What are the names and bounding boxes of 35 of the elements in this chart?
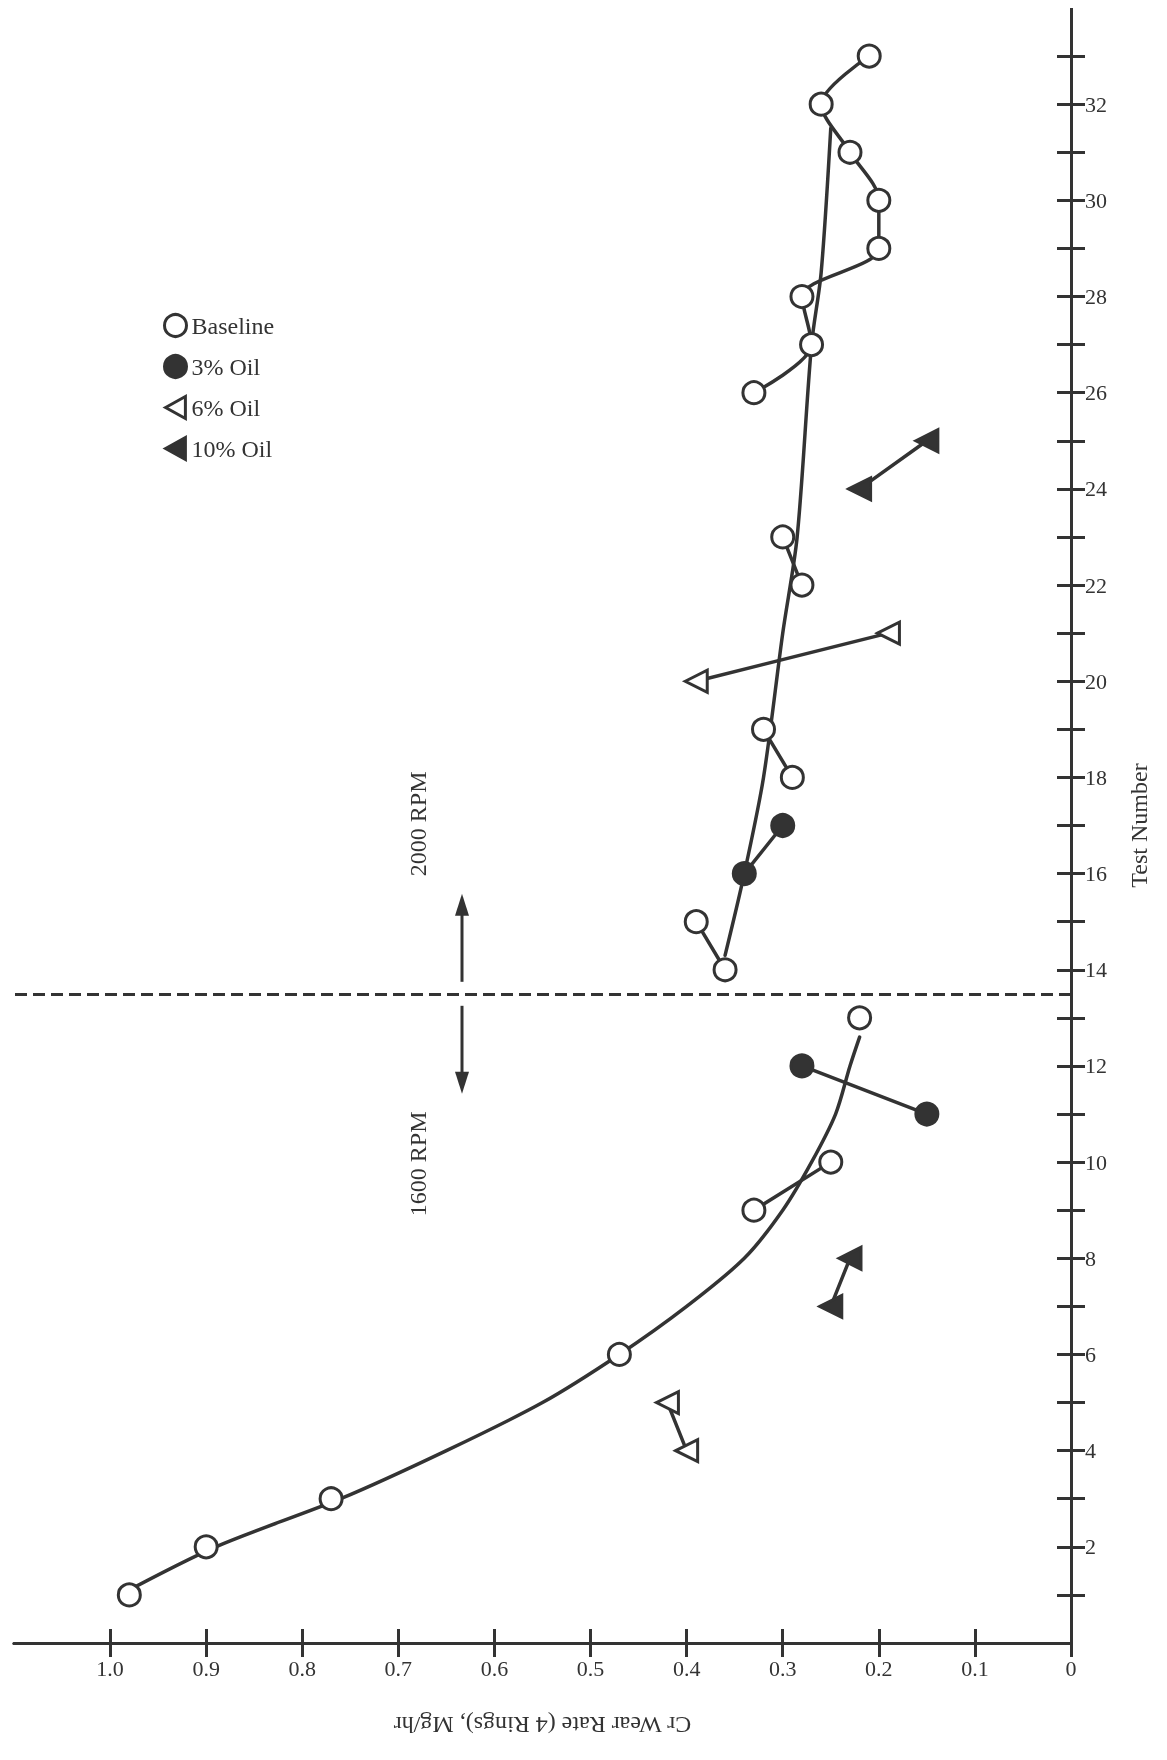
legend-label: 6% Oil	[191, 394, 261, 421]
y-axis-title: Test Number	[1126, 763, 1152, 888]
x-tick-label: 0.3	[768, 1655, 797, 1681]
y-tick-label: 4	[1085, 1438, 1096, 1464]
y-tick-label: 16	[1085, 861, 1107, 887]
y-tick-label: 18	[1085, 764, 1107, 790]
y-tick-label: 32	[1085, 91, 1107, 117]
x-axis-title: Cr Wear Rate (4 Rings), Mg/hr	[393, 1712, 692, 1738]
y-tick-label: 8	[1085, 1245, 1096, 1271]
x-tick-label: 1.0	[96, 1655, 124, 1681]
y-tick-label: 30	[1085, 187, 1107, 213]
x-tick-label: 0.1	[961, 1655, 989, 1681]
y-tick-label: 6	[1085, 1341, 1096, 1367]
x-tick-label: 0.7	[384, 1655, 413, 1681]
legend-label: 10% Oil	[191, 435, 273, 462]
legend-label: Baseline	[191, 312, 275, 339]
y-tick-label: 26	[1085, 380, 1107, 406]
x-tick-label: 0.9	[192, 1655, 220, 1681]
x-tick-label: 0.8	[288, 1655, 317, 1681]
x-tick-label: 0.6	[480, 1655, 509, 1681]
y-tick-label: 20	[1085, 668, 1107, 694]
annotation: 2000 RPM	[405, 771, 431, 877]
legend-label: 3% Oil	[191, 353, 261, 380]
y-tick-label: 2	[1085, 1534, 1096, 1560]
y-tick-label: 14	[1085, 957, 1107, 983]
x-tick-label: 0.2	[865, 1655, 893, 1681]
annotation: 1600 RPM	[405, 1111, 431, 1217]
y-tick-label: 28	[1085, 284, 1107, 310]
y-tick-label: 24	[1085, 476, 1107, 502]
x-tick-label: 0.5	[576, 1655, 605, 1681]
x-tick-label: 0	[1065, 1655, 1077, 1681]
y-tick-label: 12	[1085, 1053, 1107, 1079]
y-tick-label: 22	[1085, 572, 1107, 598]
x-tick-label: 0.4	[672, 1655, 701, 1681]
y-tick-label: 10	[1085, 1149, 1107, 1175]
